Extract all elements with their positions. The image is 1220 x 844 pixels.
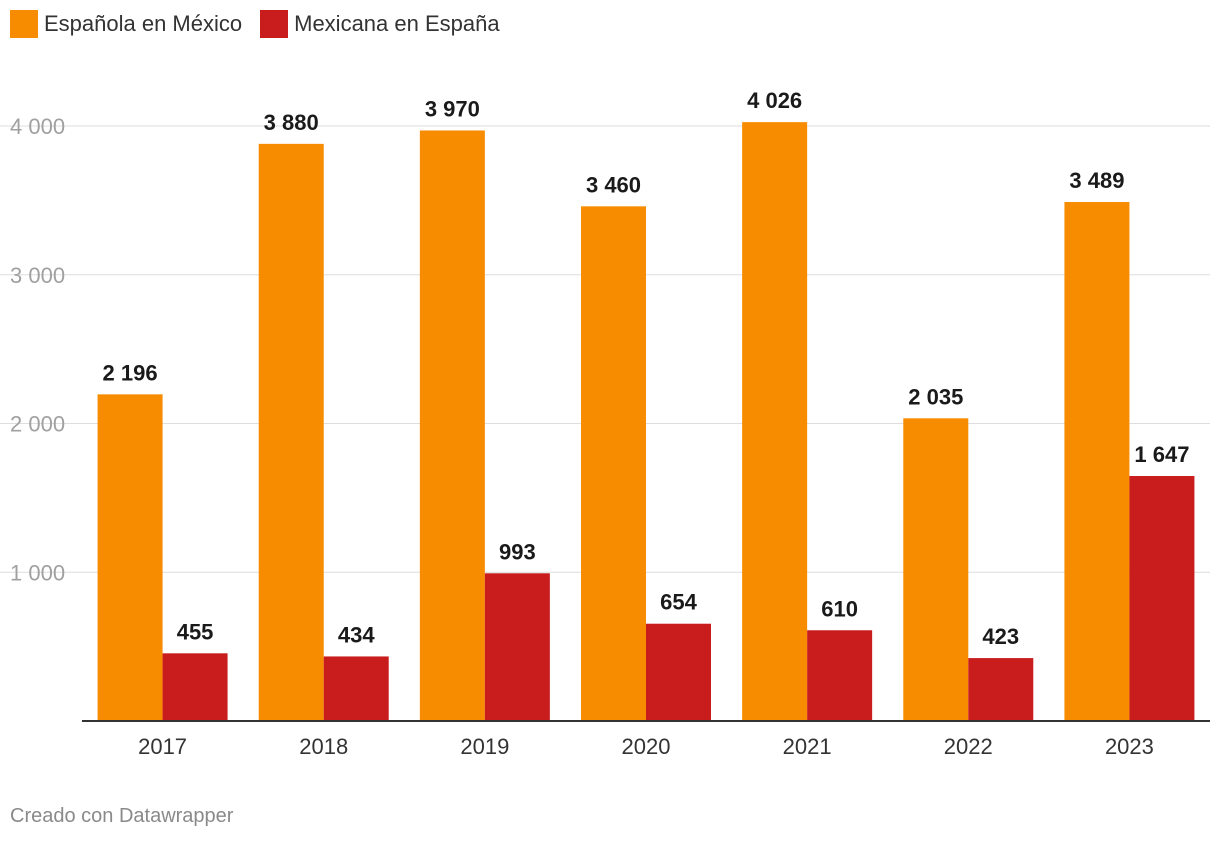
bar-value-label: 2 196: [103, 360, 158, 385]
bar-value-label: 4 026: [747, 88, 802, 113]
bar: [968, 658, 1034, 721]
bar: [97, 394, 163, 721]
bar: [581, 206, 646, 721]
bar: [807, 630, 873, 721]
chart-legend: Española en México Mexicana en España: [10, 10, 500, 38]
x-tick-label: 2021: [783, 734, 832, 759]
y-tick-label: 1 000: [10, 560, 65, 585]
bar-value-label: 3 970: [425, 96, 480, 121]
bar: [742, 122, 808, 721]
legend-label-mexicana: Mexicana en España: [294, 11, 500, 36]
bar: [1064, 202, 1130, 722]
legend-item-espanola: Española en México: [10, 10, 242, 38]
legend-label-espanola: Española en México: [44, 11, 243, 36]
bar: [419, 130, 485, 721]
bar-value-label: 3 460: [586, 172, 641, 197]
bar: [484, 573, 550, 721]
bar: [1129, 476, 1195, 721]
y-tick-label: 3 000: [10, 263, 65, 288]
legend-item-mexicana: Mexicana en España: [260, 10, 500, 38]
bar: [323, 656, 389, 721]
bar-value-label: 1 647: [1134, 442, 1189, 467]
bar: [258, 143, 324, 722]
legend-swatch-espanola: [10, 10, 38, 38]
y-tick-label: 4 000: [10, 114, 65, 139]
y-tick-label: 2 000: [10, 412, 65, 437]
footer-credit: Creado con Datawrapper: [10, 805, 234, 827]
bar-value-label: 434: [338, 622, 375, 647]
x-tick-label: 2019: [460, 734, 509, 759]
bar-value-label: 423: [982, 624, 1019, 649]
bar: [646, 623, 711, 721]
x-tick-label: 2022: [944, 734, 993, 759]
bar-value-label: 610: [821, 596, 858, 621]
bar-value-label: 993: [499, 539, 536, 564]
bar: [162, 653, 228, 721]
x-tick-label: 2023: [1105, 734, 1154, 759]
bar-value-label: 654: [660, 590, 697, 615]
x-tick-label: 2018: [299, 734, 348, 759]
x-tick-label: 2017: [138, 734, 187, 759]
bar-value-label: 455: [177, 619, 214, 644]
legend-swatch-mexicana: [260, 10, 289, 38]
bar-value-label: 3 489: [1069, 168, 1124, 193]
bar: [903, 418, 969, 721]
bar-value-label: 2 035: [908, 384, 963, 409]
x-tick-label: 2020: [622, 734, 671, 759]
bar-value-label: 3 880: [264, 110, 319, 135]
